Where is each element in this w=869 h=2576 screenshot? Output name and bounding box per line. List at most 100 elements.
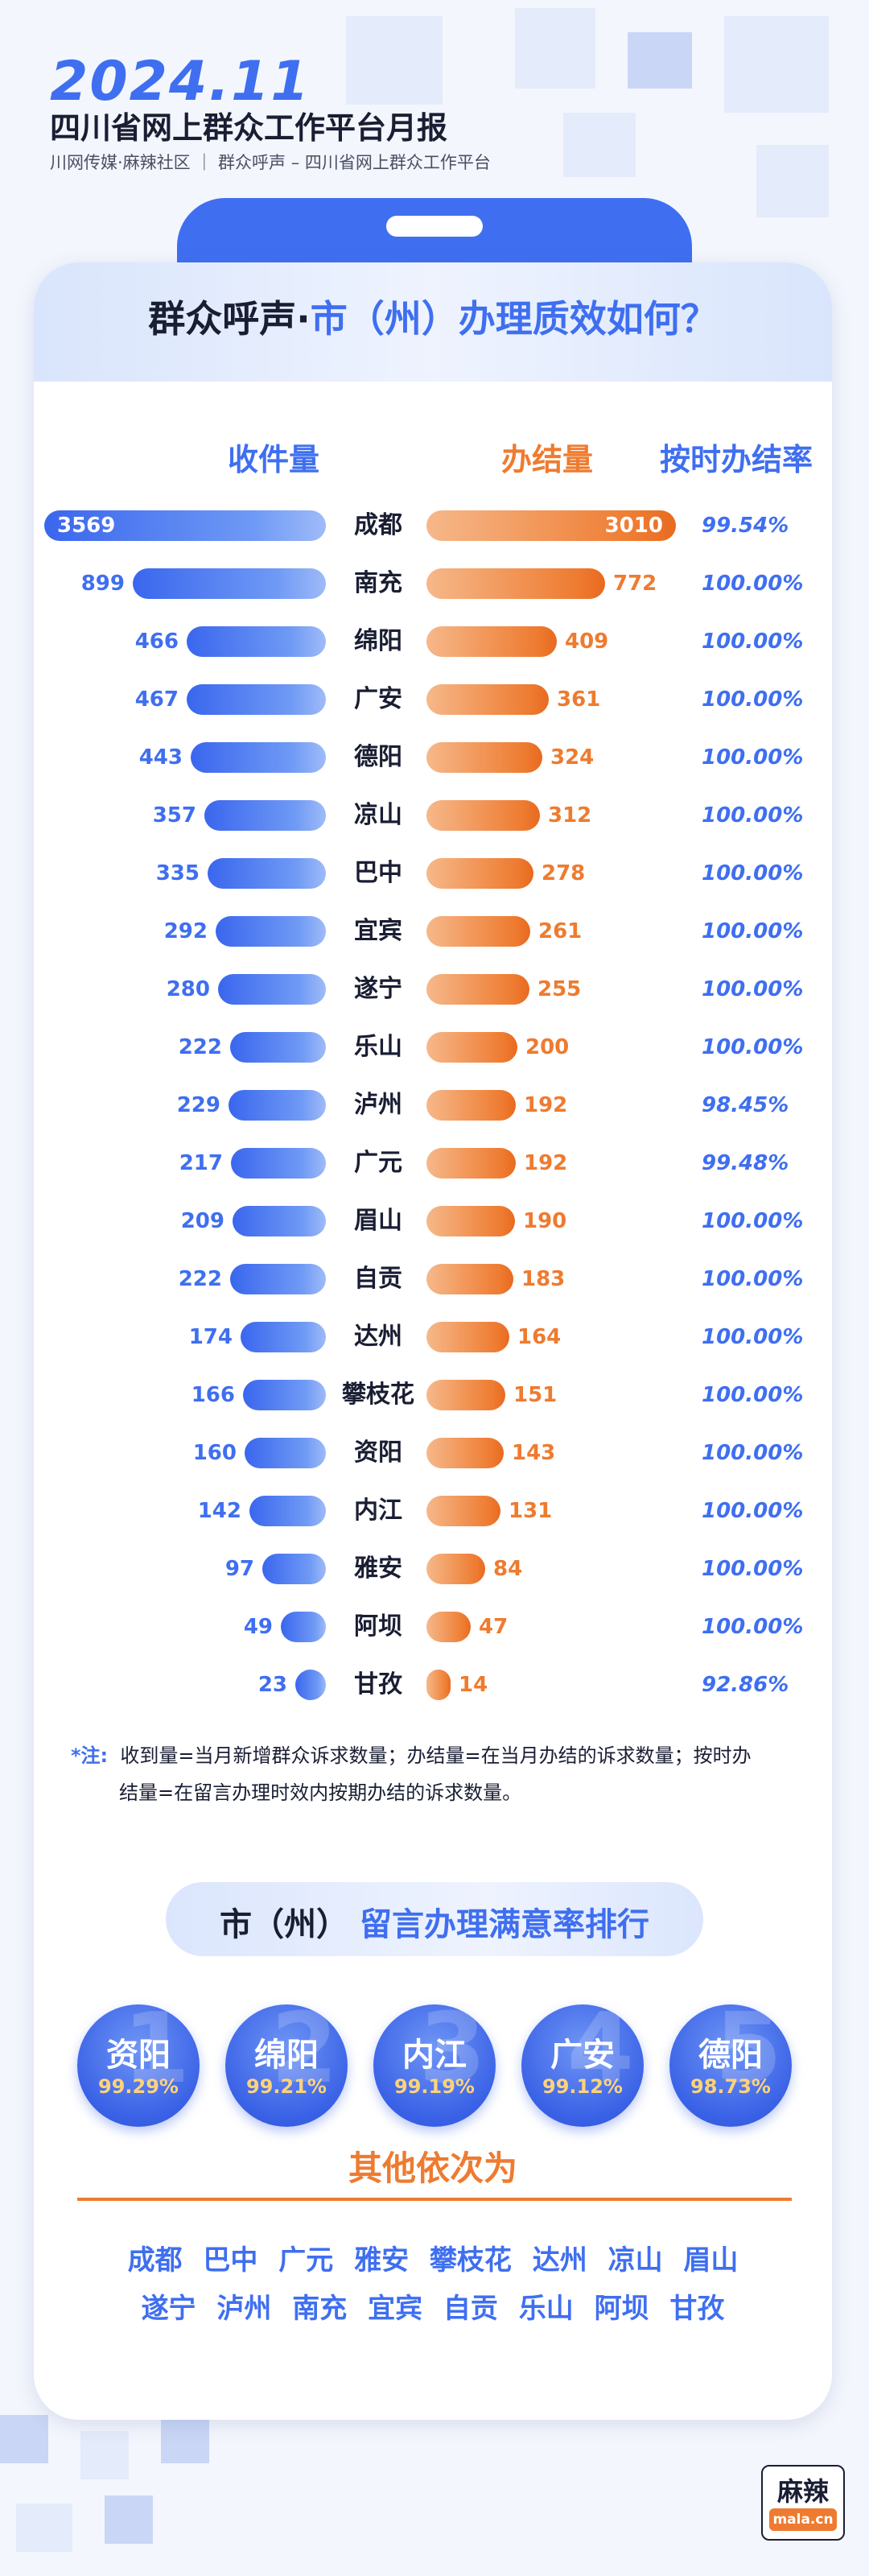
ontime-rate: 100.00%: [702, 1325, 804, 1349]
rank-number: 1: [122, 2004, 191, 2105]
chart-row: 443 德阳 324 100.00%: [0, 728, 869, 776]
received-value: 217: [179, 1151, 223, 1175]
card-title-prefix: 群众呼声·: [148, 297, 311, 341]
ontime-rate: 100.00%: [702, 1615, 804, 1639]
chart-row: 166 攀枝花 151 100.00%: [0, 1365, 869, 1414]
others-list-line1: 成都 巴中 广元 雅安 攀枝花 达州 凉山 眉山: [127, 2244, 739, 2277]
chart-row: 3569 成都 3010 99.54%: [0, 496, 869, 544]
received-value: 97: [224, 1557, 254, 1581]
received-bar: [249, 1496, 326, 1526]
rank-number: 4: [566, 2004, 635, 2105]
city-label: 自贡: [354, 1265, 402, 1293]
satisfaction-title-prefix: 市（州）: [220, 1906, 349, 1943]
received-value: 222: [178, 1267, 222, 1291]
received-bar: [208, 858, 326, 889]
completed-bar: [426, 916, 530, 947]
ontime-rate: 100.00%: [702, 977, 804, 1001]
rank-city: 内江: [402, 2037, 467, 2074]
completed-value: 143: [512, 1441, 556, 1465]
footnote-line2: 结量=在留言办理时效内按期办结的诉求数量。: [119, 1781, 522, 1804]
received-value: 3569: [57, 514, 116, 538]
city-label: 泸州: [354, 1091, 402, 1119]
logo-subtext: mala.cn: [769, 2508, 837, 2531]
chart-row: 335 巴中 278 100.00%: [0, 844, 869, 892]
chart-row: 160 资阳 143 100.00%: [0, 1423, 869, 1472]
completed-value: 183: [521, 1267, 566, 1291]
received-bar: [262, 1554, 326, 1584]
chart-row: 222 自贡 183 100.00%: [0, 1249, 869, 1298]
city-label: 阿坝: [354, 1612, 402, 1641]
received-bar: [204, 800, 326, 831]
rank-city: 德阳: [698, 2037, 763, 2074]
received-bar: [243, 1380, 326, 1410]
chart-row: 97 雅安 84 100.00%: [0, 1539, 869, 1587]
city-label: 成都: [354, 511, 402, 539]
footnote: *注: 收到量=当月新增群众诉求数量；办结量=在当月办结的诉求数量；按时办 结量…: [71, 1737, 811, 1811]
completed-value: 278: [542, 861, 586, 886]
city-label: 甘孜: [354, 1670, 402, 1699]
bg-square: [346, 16, 443, 105]
rank-number: 3: [418, 2004, 487, 2105]
completed-value: 409: [565, 630, 609, 654]
bg-square: [161, 2415, 209, 2463]
received-value: 174: [188, 1325, 233, 1349]
completed-bar: [426, 1206, 515, 1236]
bg-square: [628, 32, 692, 89]
chart-row: 209 眉山 190 100.00%: [0, 1191, 869, 1240]
received-value: 229: [176, 1093, 220, 1117]
bg-square: [756, 145, 829, 217]
completed-bar: [426, 1090, 516, 1121]
received-value: 466: [134, 630, 179, 654]
others-list-line2: 遂宁 泸州 南充 宜宾 自贡 乐山 阿坝 甘孜: [141, 2293, 725, 2325]
rank-city: 广安: [550, 2037, 615, 2074]
chart-row: 467 广安 361 100.00%: [0, 670, 869, 718]
column-header-received: 收件量: [227, 442, 319, 477]
city-label: 乐山: [354, 1033, 402, 1061]
received-value: 166: [191, 1383, 235, 1407]
completed-value: 200: [525, 1035, 570, 1059]
completed-value: 324: [550, 745, 595, 770]
report-period: 2024.11: [50, 50, 311, 114]
completed-bar: [426, 1554, 485, 1584]
received-value: 357: [152, 803, 196, 828]
received-bar: [133, 568, 326, 599]
chart-row: 174 达州 164 100.00%: [0, 1307, 869, 1356]
rank-city: 绵阳: [254, 2037, 319, 2074]
rank-circle-5: 5 德阳 98.73%: [669, 2004, 792, 2127]
bg-square: [563, 113, 636, 177]
received-value: 292: [163, 919, 208, 943]
footnote-line1: 收到量=当月新增群众诉求数量；办结量=在当月办结的诉求数量；按时办: [120, 1744, 752, 1767]
received-value: 209: [180, 1209, 224, 1233]
received-value: 222: [178, 1035, 222, 1059]
completed-bar: [426, 568, 605, 599]
ontime-rate: 100.00%: [702, 630, 804, 654]
city-label: 巴中: [354, 859, 402, 887]
received-value: 280: [166, 977, 210, 1001]
bg-square: [515, 8, 595, 89]
others-title: 其他依次为: [348, 2149, 517, 2188]
city-label: 遂宁: [354, 975, 402, 1003]
rank-circle-3: 3 内江 99.19%: [373, 2004, 496, 2127]
rank-percent: 98.73%: [690, 2075, 771, 2098]
city-label: 德阳: [354, 743, 402, 771]
bg-square: [724, 16, 829, 113]
rank-percent: 99.29%: [98, 2075, 179, 2098]
completed-value: 3010: [604, 514, 663, 538]
ontime-rate: 100.00%: [702, 1035, 804, 1059]
completed-bar: [426, 742, 542, 773]
others-divider: [77, 2198, 792, 2201]
rank-circle-1: 1 资阳 99.29%: [77, 2004, 200, 2127]
received-bar: [241, 1322, 326, 1352]
completed-bar: [426, 974, 529, 1005]
completed-bar: [426, 1264, 513, 1294]
ontime-rate: 100.00%: [702, 1441, 804, 1465]
received-bar: [230, 1264, 326, 1294]
received-bar: [281, 1612, 326, 1642]
city-label: 达州: [354, 1323, 402, 1351]
received-bar: [229, 1090, 326, 1121]
rank-circle-2: 2 绵阳 99.21%: [225, 2004, 348, 2127]
received-bar: [230, 1032, 326, 1063]
city-label: 资阳: [354, 1439, 402, 1467]
rank-percent: 99.21%: [246, 2075, 327, 2098]
received-value: 899: [80, 572, 125, 596]
